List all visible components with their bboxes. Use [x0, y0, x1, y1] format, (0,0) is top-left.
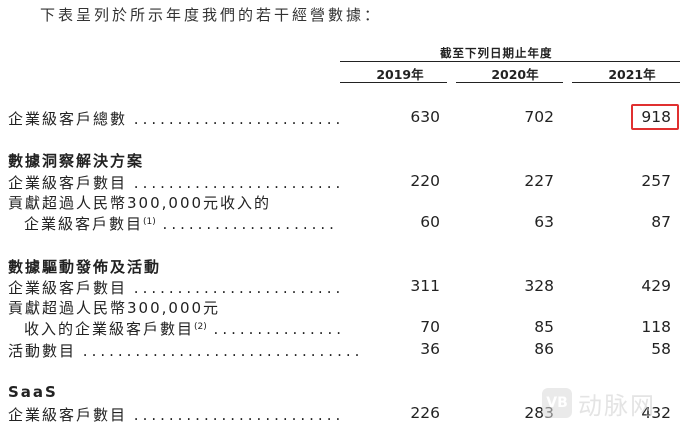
leader-dots: ........................ — [133, 279, 345, 297]
value-total-2020: 702 — [524, 108, 554, 126]
value-r4-2020: 85 — [534, 318, 554, 336]
value-r1-2019: 220 — [410, 172, 440, 190]
row-total-enterprise-customers: 企業級客戶總數 ........................ — [8, 108, 344, 129]
row-events-major-customers: 收入的企業級客戶數目(2) ............... — [24, 318, 345, 339]
value-r5-2019: 36 — [420, 340, 440, 358]
value-r5-2020: 86 — [534, 340, 554, 358]
section-title-saas: SaaS — [8, 383, 58, 401]
row-label-line1: 貢獻超過人民幣300,000元收入的 — [8, 194, 272, 212]
footnote-mark: (1) — [143, 217, 156, 227]
value-r3-2021: 429 — [641, 277, 671, 295]
value-r2-2021: 87 — [651, 213, 671, 231]
value-r4-2019: 70 — [420, 318, 440, 336]
row-data-insight-customers: 企業級客戶數目 ........................ — [8, 172, 344, 193]
value-r3-2019: 311 — [410, 277, 440, 295]
header-rule-top — [340, 61, 680, 62]
value-r3-2020: 328 — [524, 277, 554, 295]
watermark-logo-icon: VB — [542, 388, 572, 418]
row-saas-customers: 企業級客戶數目 ........................ — [8, 404, 344, 425]
period-header: 截至下列日期止年度 — [440, 46, 553, 60]
leader-dots: ........................ — [133, 110, 345, 128]
row-events-customers: 企業級客戶數目 ........................ — [8, 277, 344, 298]
row-label: 活動數目 — [8, 342, 77, 360]
value-r1-2021: 257 — [641, 172, 671, 190]
value-r6-2021: 432 — [641, 404, 671, 422]
row-label: 企業級客戶總數 — [8, 110, 128, 128]
footnote-mark: (2) — [194, 322, 207, 332]
row-label: 企業級客戶數目 — [24, 215, 144, 233]
highlight-box — [631, 104, 679, 130]
year-header-2020: 2020年 — [491, 67, 539, 82]
row-label: 企業級客戶數目 — [8, 406, 128, 424]
row-event-count: 活動數目 ................................ — [8, 340, 363, 361]
row-label: 企業級客戶數目 — [8, 174, 128, 192]
value-r4-2021: 118 — [641, 318, 671, 336]
watermark: VB 动脉网 — [542, 385, 656, 421]
value-r1-2020: 227 — [524, 172, 554, 190]
header-rule-2021 — [572, 82, 680, 83]
leader-dots: ............... — [213, 320, 346, 338]
row-data-insight-major-customers: 企業級客戶數目(1) .................... — [24, 213, 338, 234]
row-label: 收入的企業級客戶數目 — [24, 320, 195, 338]
row-label-line1: 貢獻超過人民幣300,000元 — [8, 299, 221, 317]
leader-dots: ................................ — [82, 342, 364, 360]
value-total-2019: 630 — [410, 108, 440, 126]
value-total-2021: 918 — [641, 108, 671, 126]
value-r2-2020: 63 — [534, 213, 554, 231]
header-rule-2020 — [456, 82, 563, 83]
leader-dots: ........................ — [133, 174, 345, 192]
intro-text: 下表呈列於所示年度我們的若干經營數據： — [40, 6, 383, 24]
value-r5-2021: 58 — [651, 340, 671, 358]
section-title-data-insight: 數據洞察解決方案 — [8, 152, 145, 170]
section-title-data-driven-events: 數據驅動發佈及活動 — [8, 258, 162, 276]
value-r2-2019: 60 — [420, 213, 440, 231]
header-rule-2019 — [340, 82, 447, 83]
leader-dots: ........................ — [133, 406, 345, 424]
value-r6-2019: 226 — [410, 404, 440, 422]
row-label: 企業級客戶數目 — [8, 279, 128, 297]
watermark-text: 动脉网 — [578, 391, 656, 420]
year-header-2019: 2019年 — [376, 67, 424, 82]
year-header-2021: 2021年 — [608, 67, 656, 82]
leader-dots: .................... — [162, 215, 338, 233]
